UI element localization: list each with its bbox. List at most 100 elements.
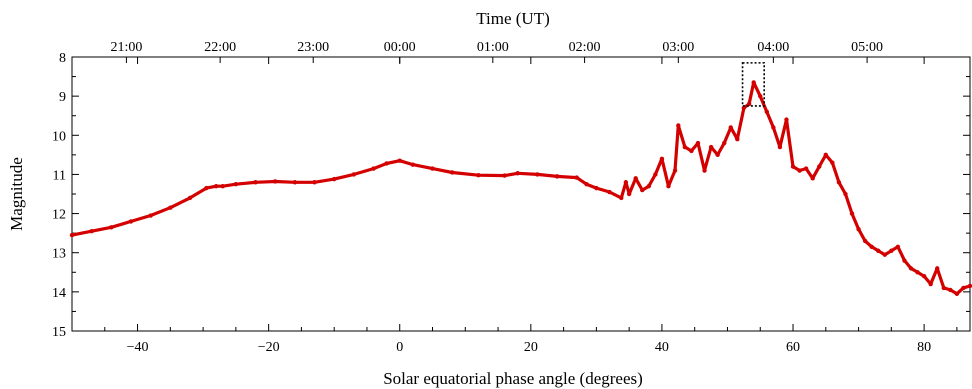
top-tick-label: 23:00 <box>297 40 329 55</box>
data-point <box>109 225 114 230</box>
data-point <box>843 191 848 197</box>
data-point <box>836 180 842 185</box>
top-tick-label: 04:00 <box>757 40 789 55</box>
data-point <box>623 180 629 185</box>
data-point <box>633 176 638 181</box>
data-point <box>735 137 740 142</box>
plot-frame <box>71 56 971 332</box>
y-tick-label: 14 <box>52 286 66 301</box>
top-tick-label: 03:00 <box>662 40 694 55</box>
top-axis-title: Time (UT) <box>476 9 550 28</box>
data-point <box>410 162 416 167</box>
x-tick-label: 80 <box>917 340 931 355</box>
data-point <box>449 170 455 175</box>
data-point <box>351 172 357 177</box>
data-point <box>312 180 317 185</box>
data-point <box>790 164 796 169</box>
data-point <box>954 291 960 297</box>
top-tick-label: 02:00 <box>569 40 601 55</box>
top-tick-label: 21:00 <box>110 40 142 55</box>
data-point <box>876 248 881 253</box>
data-point <box>666 183 671 189</box>
data-point <box>751 80 756 85</box>
data-point <box>915 270 920 275</box>
data-point <box>653 172 658 177</box>
data-point <box>574 175 579 180</box>
data-point <box>823 152 828 158</box>
data-point <box>771 125 776 130</box>
data-point <box>689 148 694 154</box>
x-tick-label: −40 <box>127 340 149 355</box>
data-point <box>682 144 688 150</box>
y-tick-label: 9 <box>59 90 66 105</box>
data-point <box>797 168 802 173</box>
data-point <box>584 182 589 187</box>
data-point <box>187 195 193 201</box>
x-tick-label: 60 <box>786 340 800 355</box>
data-point <box>607 189 612 195</box>
data-point <box>862 238 868 244</box>
data-point <box>168 205 173 210</box>
data-point <box>746 101 752 107</box>
series-line <box>70 80 972 296</box>
data-point <box>817 164 822 169</box>
y-tick-label: 8 <box>59 51 66 66</box>
data-point <box>214 183 219 189</box>
data-point <box>882 252 887 257</box>
data-point <box>535 172 540 177</box>
data-point <box>69 232 75 238</box>
data-point <box>554 174 560 179</box>
top-tick-label: 22:00 <box>204 40 236 55</box>
data-point <box>594 185 599 191</box>
data-point <box>515 171 520 176</box>
data-point <box>672 168 678 173</box>
data-point <box>233 182 239 187</box>
data-point <box>272 179 278 184</box>
data-point <box>869 244 874 250</box>
data-point <box>889 248 894 253</box>
data-point <box>921 274 927 279</box>
data-point <box>430 166 435 171</box>
data-point <box>856 227 861 232</box>
y-tick-label: 13 <box>52 247 66 262</box>
data-point <box>715 152 720 158</box>
data-point <box>784 117 789 122</box>
data-point <box>758 93 763 99</box>
data-point <box>204 185 209 191</box>
data-point <box>928 281 933 287</box>
y-tick-label: 11 <box>53 168 66 183</box>
data-point <box>935 266 940 271</box>
y-tick-label: 15 <box>52 325 66 340</box>
data-point <box>476 173 481 178</box>
data-point <box>676 123 681 128</box>
data-point <box>849 211 855 216</box>
data-point <box>646 183 652 189</box>
data-point <box>803 166 809 171</box>
data-point <box>830 160 835 165</box>
top-tick-label: 00:00 <box>384 40 416 55</box>
data-point <box>619 195 624 201</box>
data-point <box>640 187 645 193</box>
data-point <box>941 285 946 291</box>
plot-area: −40 −20 0 20 40 60 80 21:00 22:00 23:00 00:00 01:00… <box>52 40 972 355</box>
data-point <box>702 168 707 173</box>
x-tick-label: 20 <box>524 340 538 355</box>
data-point <box>764 109 770 115</box>
data-point <box>384 161 389 166</box>
data-point <box>659 156 665 161</box>
data-point <box>961 285 966 291</box>
data-point <box>253 180 258 185</box>
data-point <box>220 183 225 189</box>
y-tick-label: 10 <box>52 129 66 144</box>
data-point <box>810 176 815 181</box>
x-tick-label: −20 <box>258 340 280 355</box>
y-axis-title: Magnitude <box>7 157 26 231</box>
data-point <box>331 176 337 182</box>
data-point <box>741 105 747 111</box>
data-point <box>708 144 714 150</box>
top-tick-label: 01:00 <box>477 40 509 55</box>
data-point <box>895 244 901 250</box>
data-point <box>902 258 907 263</box>
data-point <box>371 166 376 171</box>
